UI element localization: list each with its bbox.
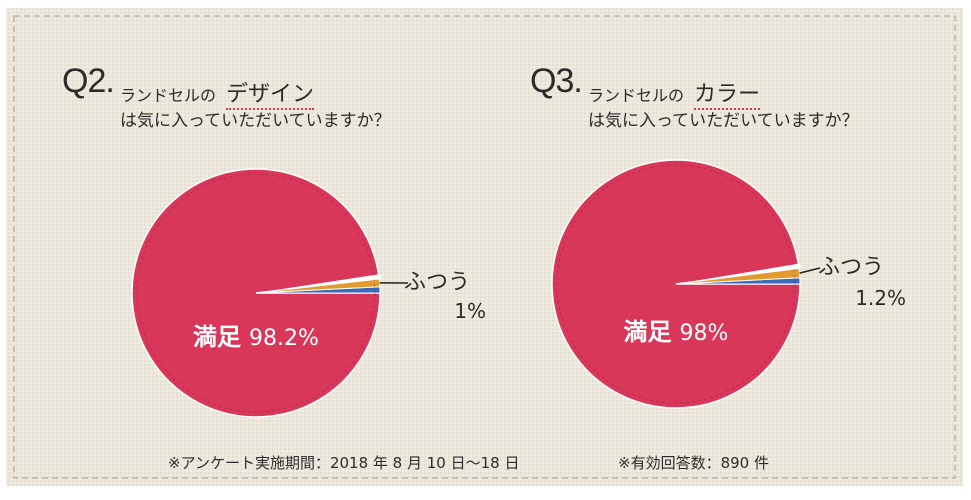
question-2-line2: は気に入っていただいていますか？ [120, 111, 391, 131]
response-count-note: ※有効回答数：890 件 [618, 454, 769, 472]
question-2-number: Q2. [62, 62, 115, 100]
pie-label-normal: ふつう [818, 255, 884, 280]
pie-label-satisfied-value: 98.2% [249, 326, 319, 351]
pie-slice-normal [255, 278, 381, 294]
question-3-line2: は気に入っていただいていますか？ [588, 111, 859, 131]
question-2-line1: ランドセルの デザイン [120, 76, 315, 110]
callout-line [799, 267, 821, 274]
question-2-keyword: デザイン [226, 82, 315, 110]
pie-label-satisfied-value: 98% [680, 321, 729, 346]
pie-stitch-outline [556, 164, 796, 404]
survey-period-note: ※アンケート実施期間：2018 年 8 月 10 日〜18 日 [168, 454, 520, 472]
question-2-heading: Q2. ランドセルの デザイン は気に入っていただいていますか？ [62, 62, 462, 132]
pie-slice-gap [256, 273, 382, 293]
pie-stitch-outline [136, 173, 376, 413]
question-3-prefix: ランドセルの [588, 86, 685, 105]
pie-label-normal: ふつう [404, 270, 470, 295]
pie-label-satisfied: 満足 98% [624, 318, 729, 346]
pie-label-satisfied-name: 満足 [624, 318, 672, 346]
pie-slice-gap [676, 263, 802, 284]
pie-value-normal: 1% [454, 299, 486, 323]
pie-label-satisfied-name: 満足 [193, 323, 241, 351]
question-3-line1: ランドセルの カラー [588, 76, 761, 110]
question-3-heading: Q3. ランドセルの カラー は気に入っていただいていますか？ [530, 62, 930, 132]
pie-chart-color: 満足 98% ふつう 1.2% [551, 159, 906, 409]
question-3-number: Q3. [530, 62, 583, 100]
pie-value-normal: 1.2% [855, 286, 906, 310]
pie-label-satisfied: 満足 98.2% [193, 323, 319, 351]
pie-chart-design: 満足 98.2% ふつう 1% [131, 168, 486, 418]
question-2-prefix: ランドセルの [120, 86, 217, 105]
question-3-keyword: カラー [694, 82, 761, 110]
pie-slice-normal [675, 267, 801, 285]
